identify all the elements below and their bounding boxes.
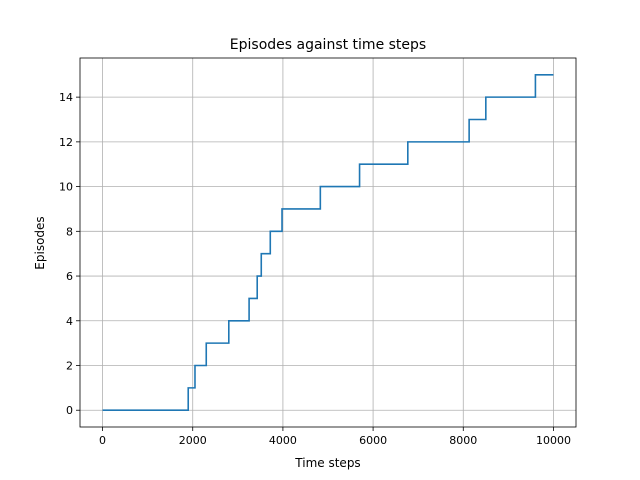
x-tick-label: 2000 [179, 434, 207, 447]
y-tick-label: 2 [66, 360, 73, 373]
episodes-step-line [102, 73, 554, 412]
line-layer [102, 73, 554, 412]
y-tick-label: 12 [59, 136, 73, 149]
x-tick-label: 4000 [269, 434, 297, 447]
chart-title: Episodes against time steps [230, 37, 426, 53]
x-axis-label: Time steps [294, 456, 360, 470]
y-tick-label: 8 [66, 225, 73, 238]
y-tick-label: 14 [59, 91, 73, 104]
plot-frame [79, 57, 577, 428]
x-tick-label: 6000 [359, 434, 387, 447]
y-tick-label: 0 [66, 404, 73, 417]
y-axis-label: Episodes [33, 216, 47, 269]
x-tick-label: 10000 [536, 434, 571, 447]
x-tick-label: 0 [99, 434, 106, 447]
y-tick-label: 10 [59, 181, 73, 194]
x-tick-label: 8000 [449, 434, 477, 447]
tick-layer: 0 2000 4000 6000 8000 10000 0 2 4 6 8 10 12 14 [59, 91, 571, 447]
y-tick-label: 6 [66, 270, 73, 283]
y-tick-label: 4 [66, 315, 73, 328]
